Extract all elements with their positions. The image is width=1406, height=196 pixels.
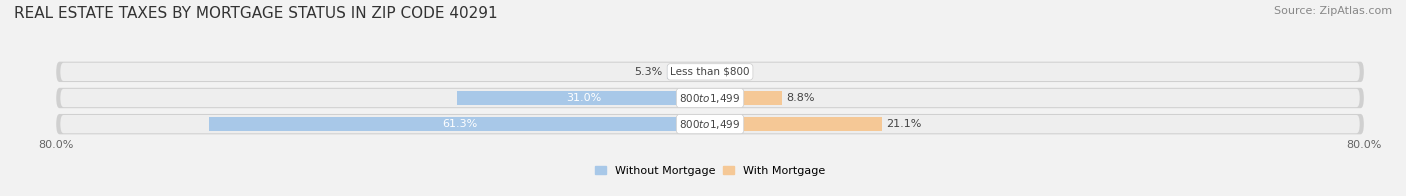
FancyBboxPatch shape [56, 114, 1364, 134]
FancyBboxPatch shape [56, 62, 1364, 82]
FancyBboxPatch shape [60, 89, 1360, 107]
Bar [710, 117, 883, 131]
Text: 31.0%: 31.0% [565, 93, 600, 103]
Text: 8.8%: 8.8% [786, 93, 814, 103]
Text: 61.3%: 61.3% [441, 119, 477, 129]
Bar [666, 65, 710, 79]
Text: 5.3%: 5.3% [634, 67, 662, 77]
Bar [209, 117, 710, 131]
Text: $800 to $1,499: $800 to $1,499 [679, 118, 741, 131]
FancyBboxPatch shape [60, 115, 1360, 133]
Text: 21.1%: 21.1% [887, 119, 922, 129]
FancyBboxPatch shape [56, 88, 1364, 108]
Legend: Without Mortgage, With Mortgage: Without Mortgage, With Mortgage [591, 161, 830, 180]
Bar [710, 91, 782, 105]
Text: Source: ZipAtlas.com: Source: ZipAtlas.com [1274, 6, 1392, 16]
FancyBboxPatch shape [60, 63, 1360, 81]
Bar [457, 91, 710, 105]
Text: REAL ESTATE TAXES BY MORTGAGE STATUS IN ZIP CODE 40291: REAL ESTATE TAXES BY MORTGAGE STATUS IN … [14, 6, 498, 21]
Text: $800 to $1,499: $800 to $1,499 [679, 92, 741, 104]
Text: 0.15%: 0.15% [716, 67, 751, 77]
Text: Less than $800: Less than $800 [671, 67, 749, 77]
